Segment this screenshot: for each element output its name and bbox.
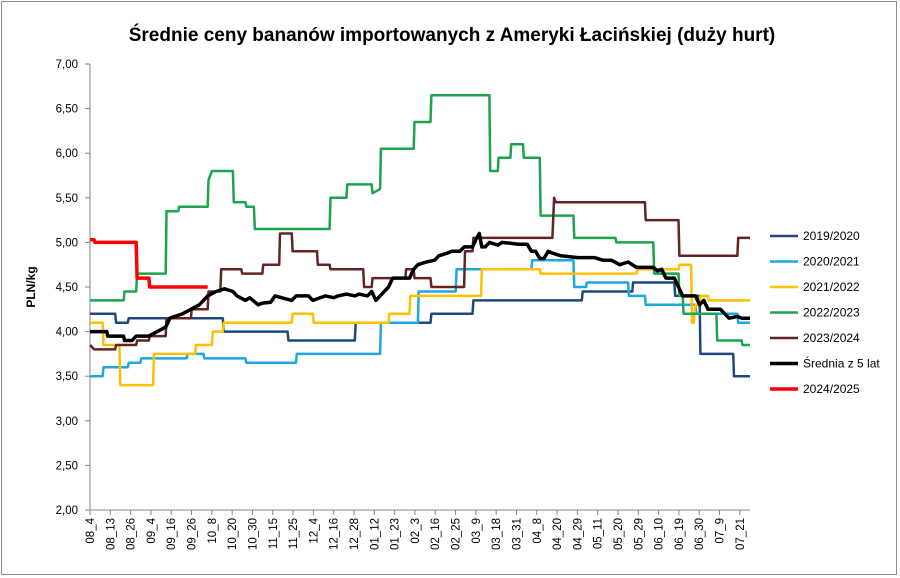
x-tick-label: 01_23 — [390, 518, 402, 550]
y-axis: 2,00 2,50 3,00 3,50 4,00 4,50 5,00 5,50 6,00 6,50… — [56, 59, 91, 517]
x-tick-label: 06_10 — [654, 518, 666, 550]
series-line-2022-2023 — [90, 93, 750, 347]
y-tick-label: 7,00 — [56, 59, 78, 71]
series-layer — [89, 93, 750, 387]
x-tick-label: 09_4 — [146, 517, 158, 543]
legend-entry: 2020/2021 — [803, 255, 860, 269]
x-tick-label: 11_25 — [288, 518, 300, 549]
y-tick-label: 6,50 — [56, 104, 78, 116]
series-line-2024-2025 — [90, 237, 208, 289]
x-tick-label: 07_21 — [735, 518, 747, 550]
x-tick-label: 02_16 — [430, 518, 442, 550]
x-tick-label: 08_4 — [85, 517, 97, 543]
y-tick-label: 5,00 — [56, 237, 78, 249]
y-tick-label: 3,00 — [56, 416, 78, 428]
legend-entry: 2021/2022 — [803, 280, 860, 294]
x-tick-label: 05_29 — [633, 518, 645, 550]
x-tick-label: 02_25 — [451, 518, 463, 550]
x-tick-label: 03_9 — [471, 518, 483, 544]
y-tick-label: 3,50 — [56, 371, 78, 383]
y-tick-label: 6,00 — [56, 148, 78, 160]
x-tick-label: 01_12 — [369, 518, 381, 550]
x-tick-label: 03_18 — [491, 518, 503, 550]
legend: 2019/2020 2020/2021 2021/2022 2022/2023 2023… — [770, 229, 880, 396]
x-tick-label: 12_28 — [349, 518, 361, 550]
x-tick-label: 08_13 — [105, 518, 117, 550]
y-axis-label: PLN/kg — [24, 266, 38, 307]
x-tick-label: 12_4 — [308, 517, 320, 543]
series-line--rednia-z-5-lat — [90, 231, 750, 343]
x-tick-label: 04_20 — [552, 518, 564, 550]
x-tick-label: 07_9 — [715, 518, 727, 544]
y-tick-label: 4,50 — [56, 282, 78, 294]
x-tick-label: 08_26 — [126, 518, 138, 550]
x-tick-label: 10_30 — [247, 518, 259, 550]
chart-title: Średnie ceny bananów importowanych z Ame… — [129, 24, 776, 46]
x-tick-label: 06_19 — [674, 518, 686, 550]
x-tick-label: 05_11 — [593, 518, 605, 549]
x-tick-label: 04_8 — [532, 518, 544, 544]
x-axis: 08_4 08_13 08_26 09_4 09_16 09_26 10_8 10_20 10_… — [85, 509, 750, 550]
x-tick-label: 04_29 — [572, 518, 584, 550]
legend-entry: 2022/2023 — [803, 306, 860, 320]
series-line-2023-2024 — [89, 196, 750, 351]
x-tick-label: 09_16 — [166, 518, 178, 550]
x-tick-label: 10_8 — [207, 518, 219, 544]
series-line-2020-2021 — [90, 258, 750, 378]
x-tick-label: 03_31 — [511, 518, 523, 550]
legend-entry: 2024/2025 — [803, 382, 860, 396]
legend-entry: 2023/2024 — [803, 331, 860, 345]
x-tick-label: 12_16 — [329, 518, 341, 550]
x-tick-label: 09_26 — [187, 518, 199, 550]
legend-entry: 2019/2020 — [803, 229, 860, 243]
y-tick-label: 2,00 — [56, 505, 78, 517]
series-line-2021-2022 — [90, 263, 750, 387]
y-tick-label: 2,50 — [56, 460, 78, 472]
x-tick-label: 11_15 — [268, 518, 280, 549]
x-tick-label: 10_20 — [227, 518, 239, 550]
x-tick-label: 06_30 — [694, 518, 706, 550]
x-tick-label: 02_3 — [410, 518, 422, 544]
y-tick-label: 4,00 — [56, 327, 78, 339]
x-tick-label: 05_20 — [613, 518, 625, 550]
legend-entry: Średnia z 5 lat — [803, 356, 880, 371]
y-tick-label: 5,50 — [56, 193, 78, 205]
